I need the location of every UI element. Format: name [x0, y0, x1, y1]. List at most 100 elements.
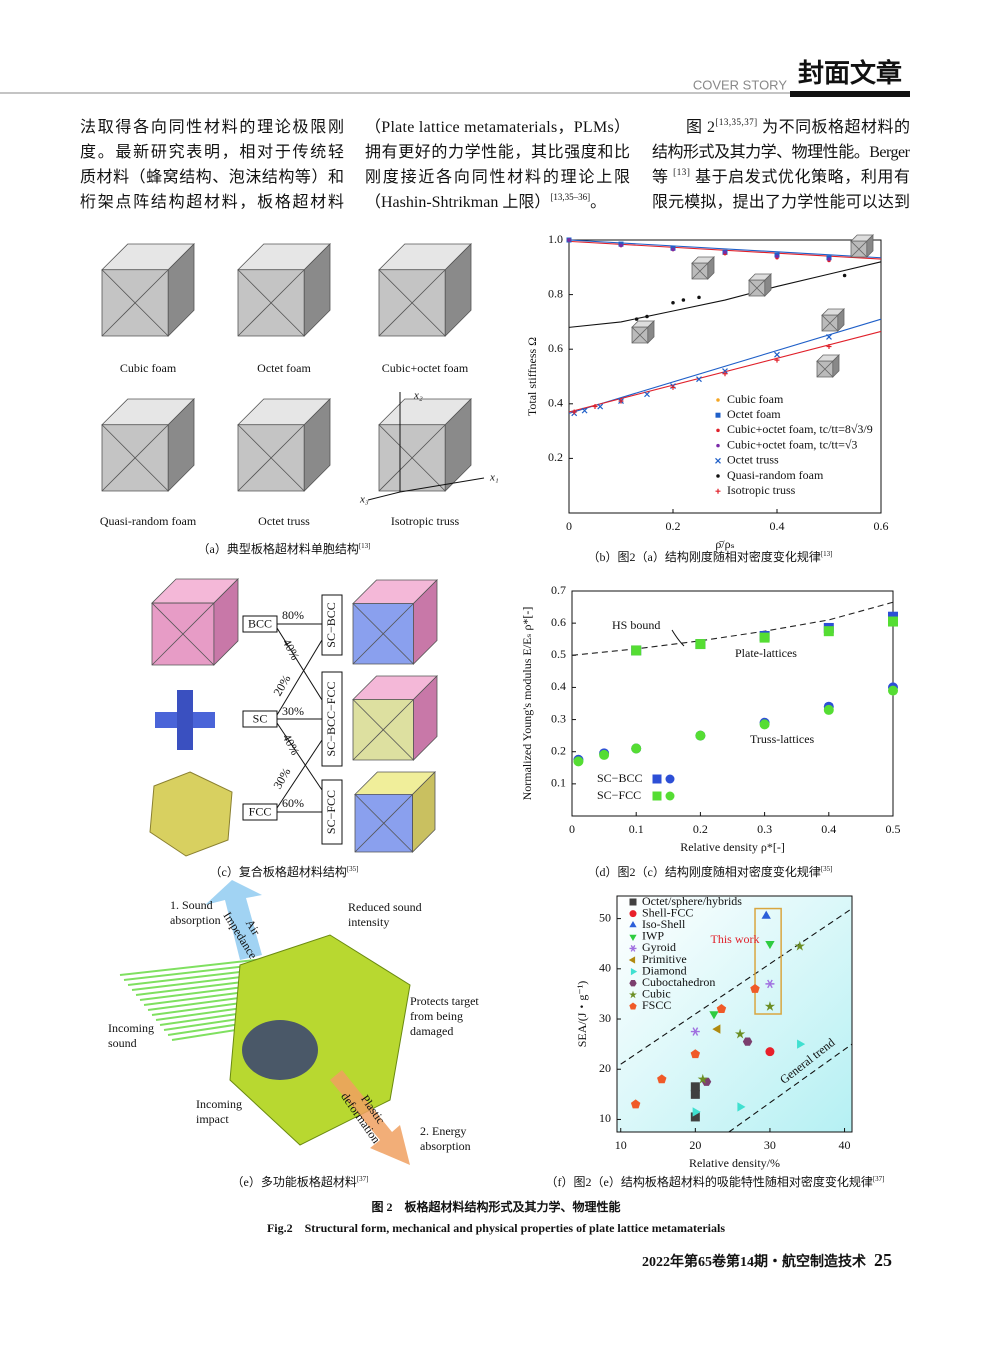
illustration	[167, 243, 195, 337]
y-tick-label: 1.0	[548, 232, 563, 246]
illustration	[303, 398, 331, 492]
marker	[823, 626, 834, 637]
callout: Reduced sound	[348, 900, 422, 914]
label-group: Truss-lattices	[750, 732, 815, 746]
marker	[712, 1024, 721, 1034]
illustration	[352, 603, 414, 665]
marker	[692, 1107, 701, 1117]
legend-label: SC−BCC	[597, 771, 642, 785]
ratio-label: 60%	[282, 796, 304, 810]
legend-label: IWP	[642, 929, 664, 943]
marker	[629, 898, 637, 906]
illustration	[816, 360, 834, 378]
axis-arrow	[399, 477, 485, 493]
annotation: Plate-lattices	[735, 646, 797, 660]
body-line: 结构形式及其力学、物理性能。Berger	[652, 143, 911, 161]
legend-label: SC−FCC	[597, 788, 641, 802]
legend-marker	[652, 774, 662, 784]
figure-caption-cn: 图 2 板格超材料结构形式及其力学、物理性能	[371, 1199, 620, 1214]
marker	[571, 409, 577, 415]
marker	[629, 945, 637, 952]
illustration	[444, 398, 472, 492]
cell-label: Quasi-random foam	[100, 514, 197, 528]
annotation: Truss-lattices	[750, 732, 815, 746]
marker	[573, 756, 584, 767]
connector	[276, 639, 323, 716]
callout: absorption	[420, 1139, 471, 1153]
ratio-label: 40%	[280, 636, 303, 662]
x-axis-label: Relative density ρ*[-]	[680, 840, 785, 854]
label-group: 40%	[280, 731, 303, 757]
marker	[690, 1049, 701, 1059]
body-line: 桁架点阵结构超材料，板格超材料	[80, 193, 344, 211]
illustration	[237, 269, 305, 337]
y-tick-label: 0.3	[551, 711, 566, 725]
annotation: This work	[711, 932, 760, 946]
text-run: 质材料（蜂窝结构、泡沫结构等）和	[80, 168, 344, 186]
label-group: SEA/(J・g⁻¹)	[575, 981, 589, 1048]
marker	[567, 238, 571, 242]
annotation: HS bound	[612, 618, 660, 632]
cell-label: Cubic foam	[120, 361, 177, 375]
callout: from being	[410, 1009, 463, 1023]
x-tick-label: 40	[839, 1138, 851, 1152]
text-run: 桁架点阵结构超材料，板格超材料	[80, 193, 344, 211]
header-en: COVER STORY	[693, 77, 787, 92]
label-group: 60%	[282, 796, 304, 810]
y-axis-label: SEA/(J・g⁻¹)	[575, 981, 589, 1048]
x-axis-label: ρ̄/ρₛ	[715, 537, 734, 551]
ratio-label: 20%	[270, 672, 293, 698]
body-line: 法取得各向同性材料的理论极限刚	[80, 118, 344, 136]
label-group: 30%	[282, 704, 304, 718]
citation: [13]	[359, 542, 371, 550]
page-number: 25	[874, 1250, 892, 1270]
marker	[690, 1112, 700, 1122]
axis-name: x₃	[359, 494, 369, 506]
node-label: SC−FCC	[324, 790, 338, 834]
marker	[618, 398, 624, 404]
label-group: SC−BCC−FCC	[324, 682, 338, 757]
marker	[629, 921, 637, 928]
legend-label: Cubic foam	[727, 392, 784, 406]
text-run: 。	[590, 194, 606, 211]
marker	[775, 254, 779, 259]
marker	[629, 980, 637, 987]
x-tick-label: 0.6	[874, 519, 889, 533]
marker	[759, 719, 770, 730]
illustration	[237, 424, 305, 492]
label-group: This work	[711, 932, 760, 946]
marker	[826, 333, 832, 340]
legend-label: Diamond	[642, 963, 687, 977]
illustration	[832, 354, 840, 378]
illustration	[205, 880, 262, 960]
y-tick-label: 0.6	[551, 615, 566, 629]
text-run: 法取得各向同性材料的理论极限刚	[80, 118, 344, 136]
marker	[715, 488, 721, 494]
marker	[592, 404, 598, 410]
text-run: 图 2	[686, 119, 715, 136]
illustration	[213, 578, 239, 666]
axis-arrow	[367, 491, 401, 501]
marker	[716, 428, 720, 433]
text-run: 限元模拟，提出了力学性能可以达到	[652, 193, 910, 211]
illustration	[850, 240, 868, 258]
callout: Incoming	[196, 1097, 242, 1111]
marker	[722, 368, 728, 374]
text-run: 刚度接近各向同性材料的理论上限	[365, 168, 630, 186]
node-label: SC−BCC−FCC	[324, 682, 338, 757]
marker	[695, 639, 706, 650]
marker	[827, 257, 831, 261]
ratio-label: 30%	[282, 704, 304, 718]
caption-text: （e）多功能板格超材料	[232, 1174, 357, 1189]
y-tick-label: 0.6	[548, 341, 563, 355]
body-line: 度。最新研究表明，相对于传统轻	[80, 143, 344, 161]
illustration	[444, 243, 472, 337]
callout: sound	[108, 1036, 137, 1050]
marker	[619, 243, 623, 248]
body-line: 等 [13] 基于启发式优化策略，利用有	[652, 167, 910, 186]
citation: [37]	[873, 1175, 885, 1183]
x-tick-label: 0	[569, 822, 575, 836]
